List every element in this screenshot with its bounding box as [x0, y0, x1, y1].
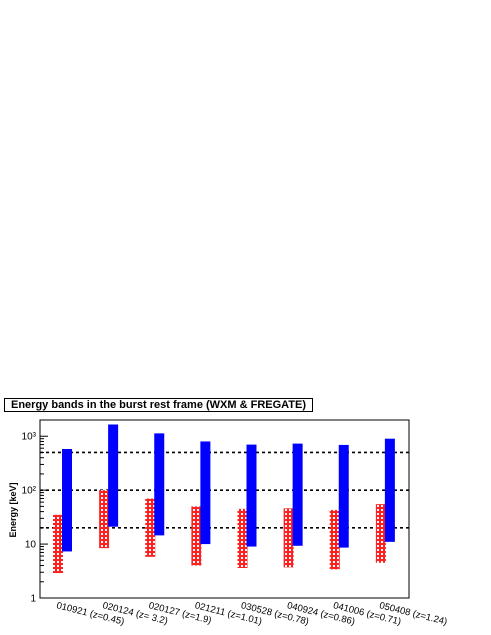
wxm-band-bar [384, 438, 395, 542]
y-axis-label: Energy [keV] [8, 482, 18, 537]
y-tick-label: 1 [30, 594, 36, 605]
fregate-band-bar [145, 498, 156, 557]
x-axis-labels: 010921 (z=0.45)020124 (z= 3.2)020127 (z=… [55, 600, 448, 627]
fregate-band-bar [99, 490, 110, 549]
wxm-band-bar [108, 424, 119, 527]
y-tick-label: 10² [22, 486, 37, 497]
y-tick-label: 10 [25, 540, 37, 551]
plot-frame [39, 419, 410, 599]
y-axis: 1 10 10² 10³ [22, 419, 48, 605]
fregate-band-bar [375, 504, 386, 563]
fregate-band-bar [53, 514, 63, 574]
fregate-band-bar [237, 508, 248, 569]
fregate-band-bar [283, 508, 294, 568]
reference-lines [40, 451, 409, 529]
wxm-band-bar [246, 444, 257, 547]
wxm-band-bar [338, 444, 349, 548]
y-tick-label: 10³ [22, 432, 37, 443]
wxm-band-bar [154, 433, 165, 536]
bars-layer [53, 424, 395, 574]
fregate-band-bar [191, 506, 202, 566]
wxm-band-bar [200, 441, 211, 545]
wxm-band-bar [62, 448, 72, 552]
chart-title: Energy bands in the burst rest frame (WX… [4, 398, 313, 412]
wxm-band-bar [292, 443, 303, 546]
fregate-band-bar [329, 509, 340, 570]
